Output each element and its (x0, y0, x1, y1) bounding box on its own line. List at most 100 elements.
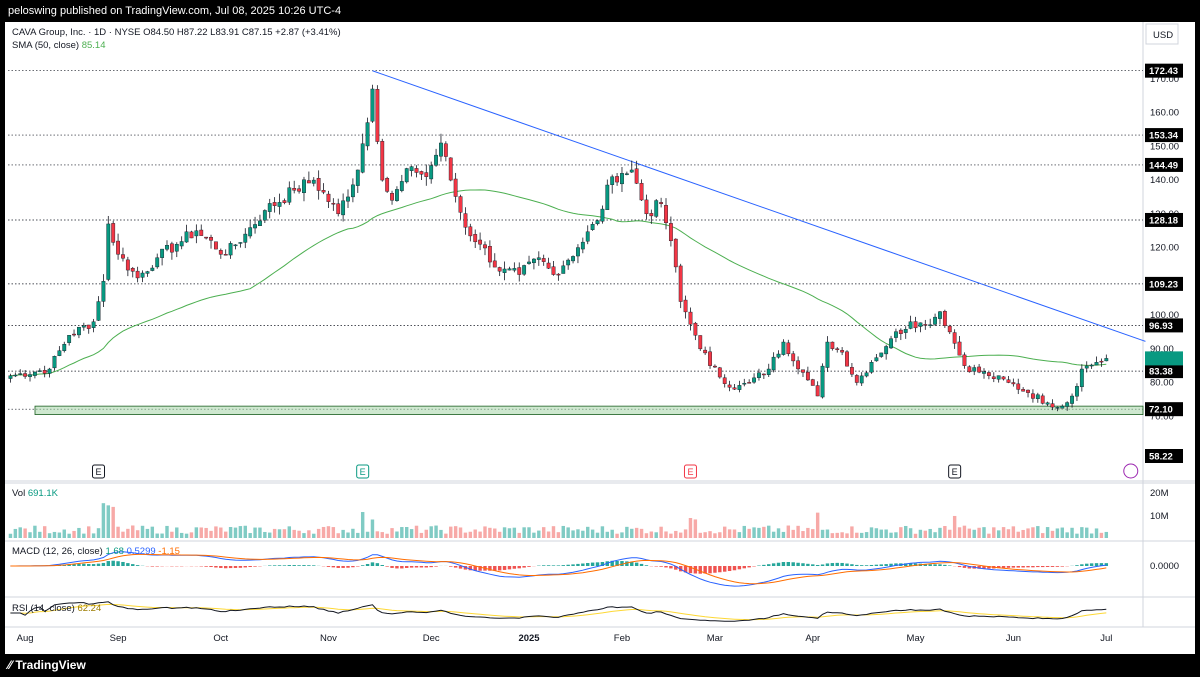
macd-hist-bar (1016, 566, 1020, 568)
macd-hist-bar (488, 566, 492, 571)
candle-body (673, 238, 678, 268)
candle-body (639, 183, 644, 201)
candle-body (414, 168, 419, 173)
volume-bar (316, 528, 321, 538)
volume-bar (899, 527, 903, 538)
candle-body (742, 382, 747, 385)
candle-body (86, 324, 91, 329)
macd-hist-bar (1104, 563, 1109, 566)
price-tags: 172.43 153.34 144.49 128.18 109.23 96.93 83.38… (1145, 63, 1183, 463)
price-tag-bg (1145, 449, 1183, 463)
macd-hist-bar (576, 563, 580, 566)
candle-body (365, 122, 370, 147)
macd-hist-bar (811, 564, 815, 566)
candle-body (678, 265, 683, 302)
macd-hist-bar (830, 563, 835, 566)
candle-body (644, 199, 649, 215)
volume-bar (253, 527, 257, 538)
tradingview-logo[interactable]: ⁄⁄ TradingView (8, 658, 86, 672)
trendline[interactable] (372, 70, 1146, 342)
candle-body (928, 324, 933, 326)
volume-bar (664, 531, 668, 538)
volume-bar (302, 533, 306, 538)
macd-hist-bar (1021, 566, 1025, 568)
macd-hist-bar (928, 564, 932, 566)
axes: 170.00160.00150.00140.00130.00120.00110.… (17, 23, 1179, 644)
price-tag-label: 96.93 (1149, 321, 1173, 332)
macd-hist-bar (277, 565, 282, 566)
candle-body (326, 193, 331, 202)
macd-hist-bar (581, 563, 585, 566)
volume-bar (140, 525, 145, 538)
candle-body (879, 352, 884, 357)
macd-hist-bar (923, 563, 928, 566)
volume-bar (874, 528, 879, 538)
candle-body (77, 326, 81, 336)
macd-hist-bar (512, 566, 517, 569)
volume-tick: 10M (1150, 511, 1169, 522)
macd-hist-bar (708, 566, 712, 574)
macd-hist-bar (1011, 566, 1016, 568)
volume-bar (449, 526, 453, 538)
price-tick: 80.00 (1150, 378, 1174, 389)
volume-bar (375, 531, 380, 538)
price-tick: 140.00 (1150, 175, 1179, 186)
candle-body (972, 367, 977, 372)
macd-hist-bar (419, 566, 424, 568)
candle-body (316, 178, 321, 191)
candle-body (825, 341, 830, 368)
candle-body (698, 335, 703, 350)
candle-body (228, 243, 233, 256)
macd-hist-bar (615, 560, 619, 566)
horizontal-levels (8, 70, 1143, 410)
volume-bar (586, 526, 590, 538)
macd-hist-bar (82, 563, 86, 566)
candle-body (536, 257, 541, 260)
candle-body (1021, 389, 1026, 392)
macd-hist-bar (884, 564, 888, 566)
macd-hist-bar (312, 565, 316, 566)
candle-body (214, 241, 218, 250)
volume-bar (1070, 527, 1074, 538)
volume-bar (243, 525, 247, 538)
candle-body (629, 169, 634, 173)
volume-bar (126, 528, 130, 538)
macd-hist-bar (297, 565, 301, 566)
macd-hist-bar (395, 566, 399, 569)
time-tick: Jul (1100, 633, 1112, 644)
volume-bar (815, 512, 820, 538)
candle-body (962, 354, 967, 366)
volume-bar (855, 532, 859, 538)
price-tick: 160.00 (1150, 108, 1179, 119)
macd-hist-bar (718, 566, 722, 573)
macd-hist-bar (346, 566, 350, 568)
macd-hist-bar (723, 566, 727, 572)
macd-hist-bar (659, 566, 663, 567)
candle-body (101, 281, 106, 302)
volume-bar (405, 526, 409, 538)
volume-bar (864, 532, 869, 538)
candle-body (218, 250, 223, 255)
candle-body (664, 205, 668, 224)
candle-body (796, 360, 801, 370)
macd-hist-bar (693, 566, 698, 574)
candle-body (703, 349, 708, 354)
volume-bar (91, 533, 96, 538)
macd-line-value: 0.5299 (126, 546, 156, 557)
volume-bar (292, 529, 296, 538)
candle-body (492, 260, 497, 268)
macd-hist-bar (987, 566, 991, 569)
volume-bar (1089, 533, 1094, 538)
volume-bar (762, 526, 766, 538)
macd-hist-bar (336, 566, 340, 568)
volume-bar (708, 531, 712, 538)
macd-hist-bar (546, 565, 551, 566)
macd-hist-bar (527, 566, 531, 567)
candle-body (986, 372, 991, 376)
volume-bar (507, 528, 512, 538)
candle-body (160, 248, 165, 258)
candle-body (884, 346, 889, 355)
candle-body (258, 220, 262, 227)
